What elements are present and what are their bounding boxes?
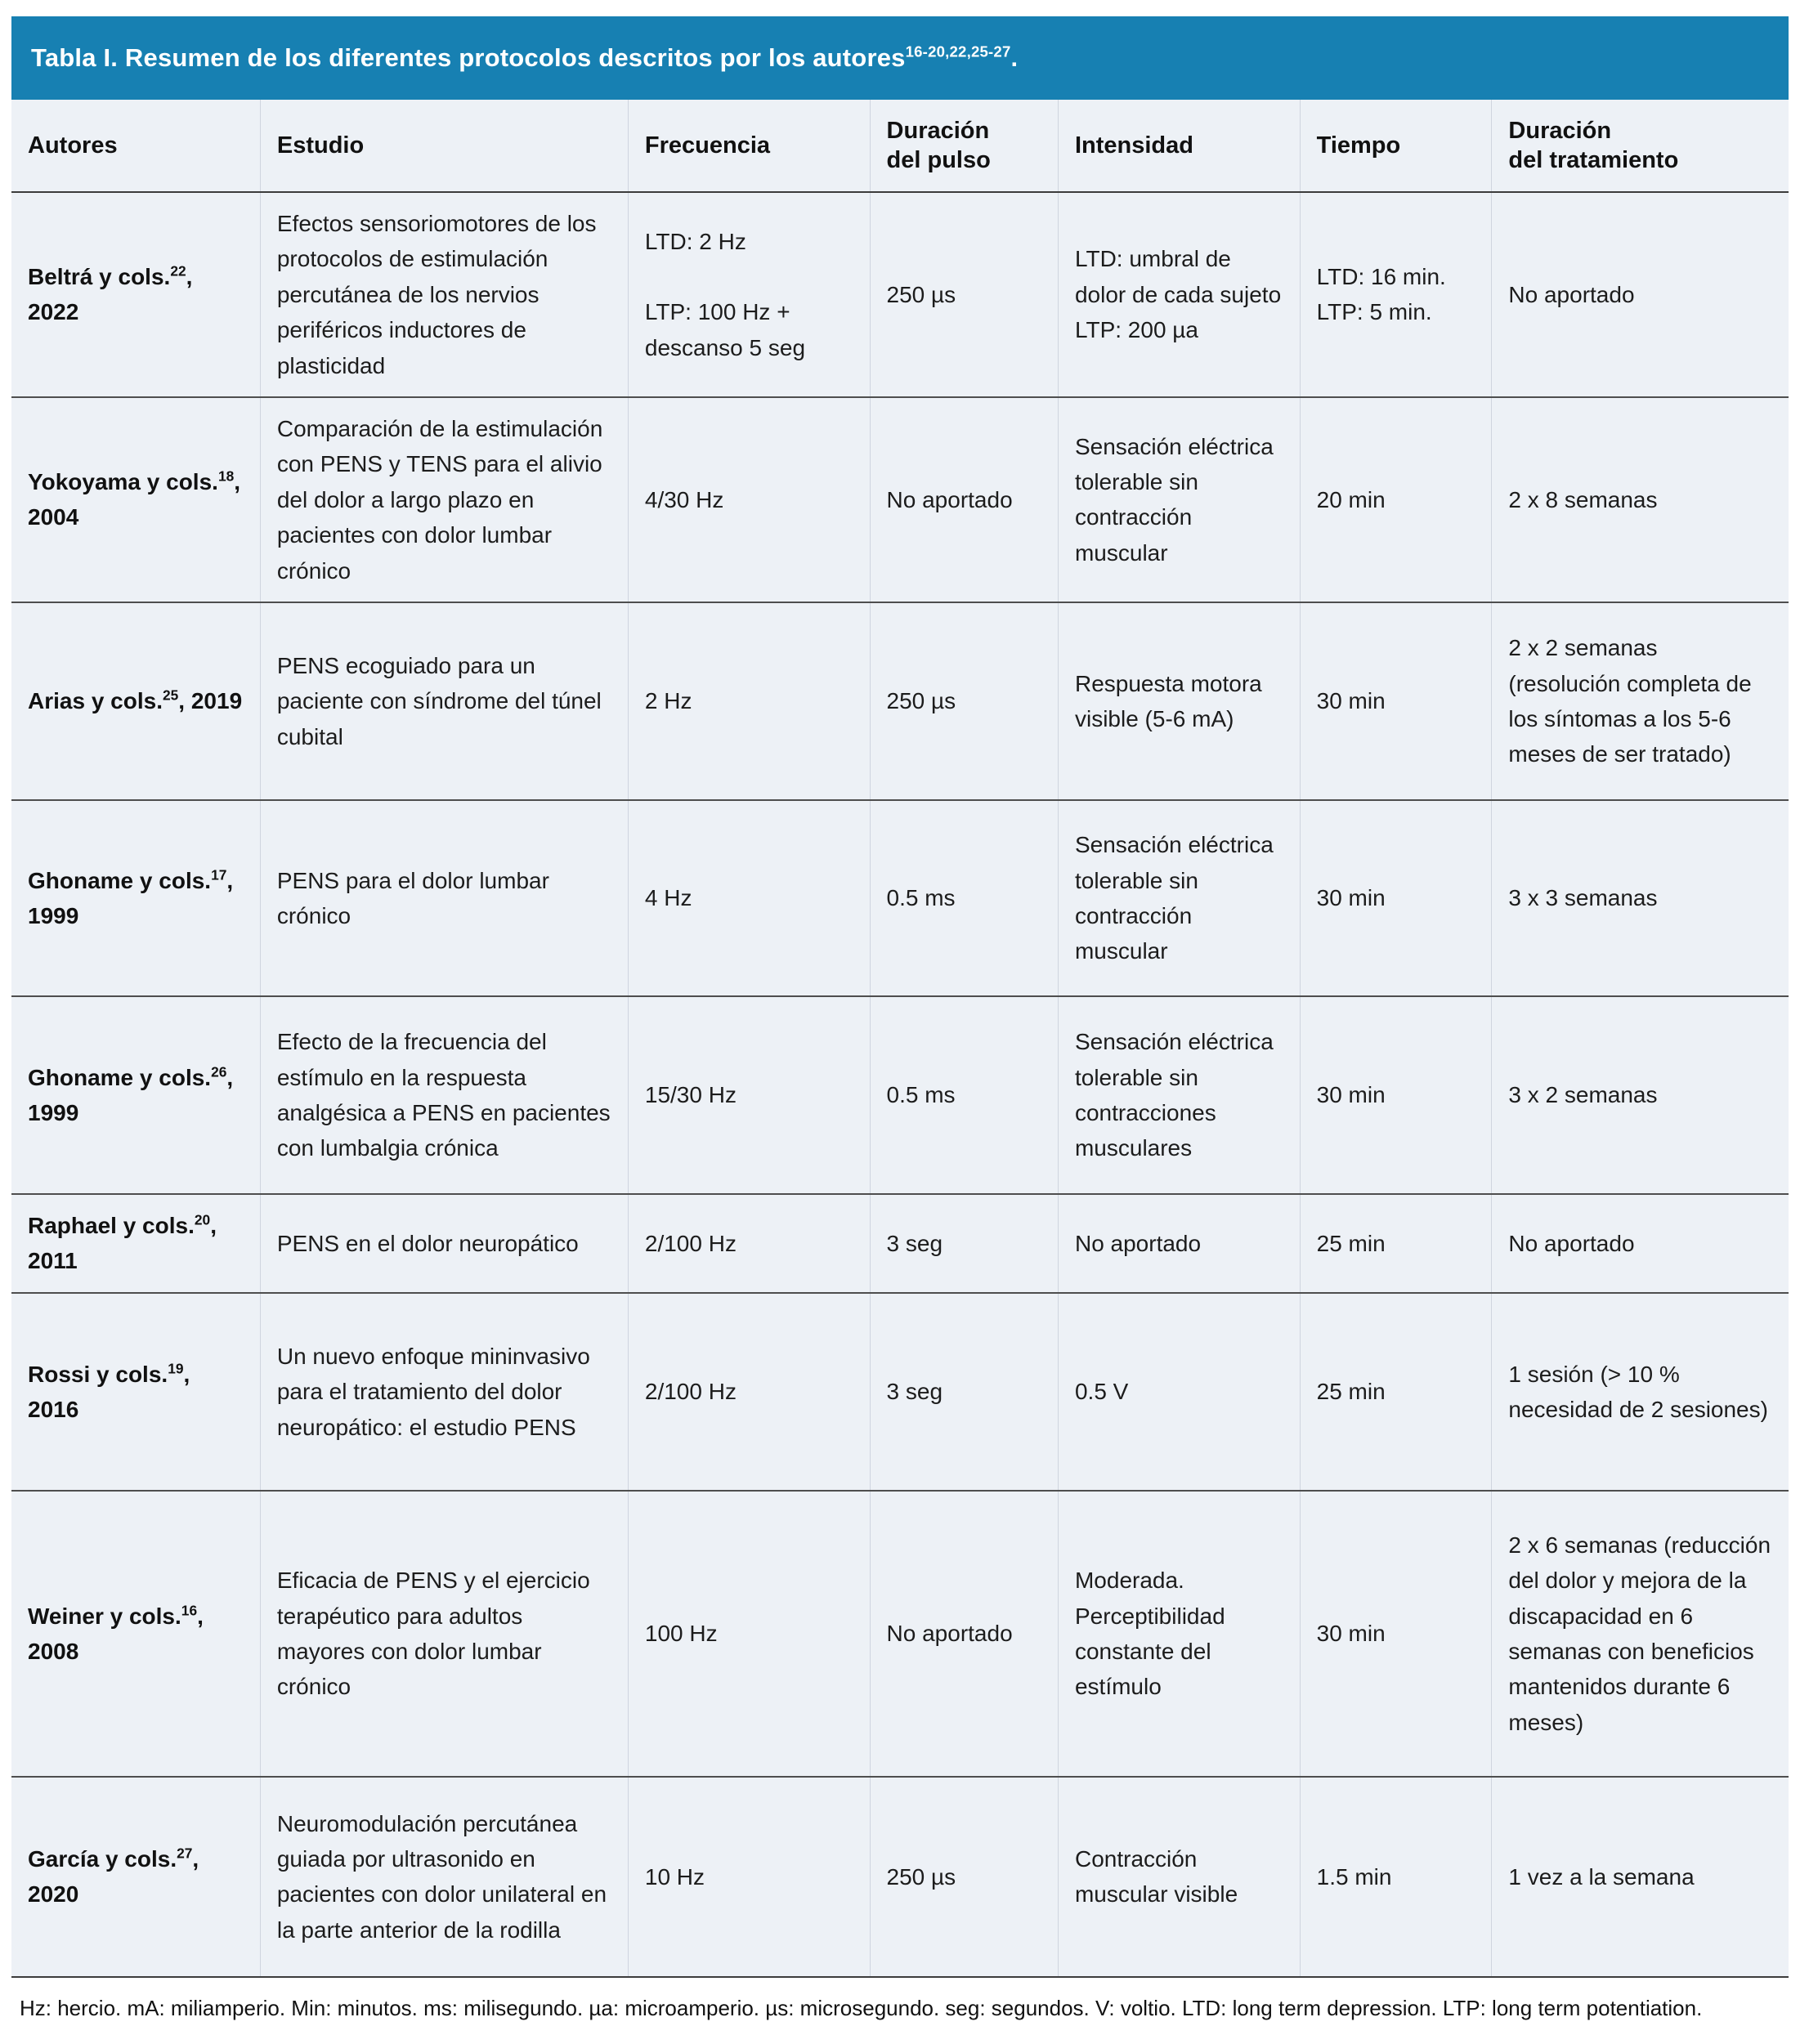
intensidad-cell: Sensación eléctrica tolerable sin contra… xyxy=(1057,396,1301,602)
table-title-bar: Tabla I. Resumen de los diferentes proto… xyxy=(11,16,1789,100)
intensidad-cell: No aportado xyxy=(1057,1193,1301,1293)
estudio-cell: Eficacia de PENS y el ejercicio terapéut… xyxy=(259,1490,629,1777)
frecuencia-cell: 2/100 Hz xyxy=(627,1292,871,1491)
frecuencia-cell: LTD: 2 Hz LTP: 100 Hz + descanso 5 seg xyxy=(627,192,871,397)
table-header: Autores Estudio Frecuencia Duración del … xyxy=(11,100,1789,192)
table-row: Rossi y cols.19, 2016 Un nuevo enfoque mi… xyxy=(11,1292,1789,1491)
tiempo-cell: 20 min xyxy=(1299,396,1492,602)
duracion-tratamiento-cell: 2 x 6 semanas (reducción del dolor y mej… xyxy=(1491,1490,1789,1777)
estudio-cell: PENS ecoguiado para un paciente con sínd… xyxy=(259,602,629,800)
duracion-pulso-cell: 250 µs xyxy=(869,192,1059,397)
header-row: Autores Estudio Frecuencia Duración del … xyxy=(11,100,1789,192)
table-title-text: Tabla I. Resumen de los diferentes proto… xyxy=(31,43,906,72)
frecuencia-cell: 15/30 Hz xyxy=(627,995,871,1194)
author-reference-number: 27 xyxy=(177,1845,193,1862)
duracion-tratamiento-cell: 2 x 8 semanas xyxy=(1491,396,1789,602)
duracion-pulso-cell: No aportado xyxy=(869,396,1059,602)
estudio-cell: Efectos sensoriomotores de los protocolo… xyxy=(259,192,629,397)
author-cell: Rossi y cols.19, 2016 xyxy=(28,1360,190,1422)
header-estudio: Estudio xyxy=(259,100,629,192)
tiempo-cell: 30 min xyxy=(1299,995,1492,1194)
author-reference-number: 19 xyxy=(168,1360,184,1377)
tiempo-cell: 25 min xyxy=(1299,1193,1492,1293)
author-reference-number: 22 xyxy=(170,262,186,280)
author-cell: García y cols.27, 2020 xyxy=(28,1845,199,1908)
frecuencia-cell: 2 Hz xyxy=(627,602,871,800)
tiempo-cell: 1.5 min xyxy=(1299,1776,1492,1977)
header-duracion-pulso: Duración del pulso xyxy=(869,100,1059,192)
author-reference-number: 16 xyxy=(181,1602,198,1619)
intensidad-cell: Contracción muscular visible xyxy=(1057,1776,1301,1977)
header-autores: Autores xyxy=(28,132,118,159)
estudio-cell: PENS para el dolor lumbar crónico xyxy=(259,799,629,996)
estudio-cell: Neuromodulación percutánea guiada por ul… xyxy=(259,1776,629,1977)
table-row: Beltrá y cols.22, 2022 Efectos sensoriomo… xyxy=(11,192,1789,397)
table-row: Raphael y cols.20, 2011 PENS en el dolor … xyxy=(11,1193,1789,1293)
duracion-pulso-cell: No aportado xyxy=(869,1490,1059,1777)
duracion-tratamiento-cell: No aportado xyxy=(1491,1193,1789,1293)
protocols-table: Autores Estudio Frecuencia Duración del … xyxy=(11,100,1789,1978)
table-row: Arias y cols.25, 2019 PENS ecoguiado para… xyxy=(11,602,1789,800)
header-intensidad: Intensidad xyxy=(1057,100,1301,192)
frecuencia-cell: 2/100 Hz xyxy=(627,1193,871,1293)
frecuencia-cell: 4/30 Hz xyxy=(627,396,871,602)
duracion-tratamiento-cell: 3 x 3 semanas xyxy=(1491,799,1789,996)
duracion-tratamiento-cell: 2 x 2 semanas (resolución completa de lo… xyxy=(1491,602,1789,800)
header-tiempo: Tiempo xyxy=(1299,100,1492,192)
tiempo-cell: 25 min xyxy=(1299,1292,1492,1491)
tiempo-cell: LTD: 16 min. LTP: 5 min. xyxy=(1299,192,1492,397)
duracion-tratamiento-cell: 1 sesión (> 10 % necesidad de 2 sesiones… xyxy=(1491,1292,1789,1491)
duracion-pulso-cell: 250 µs xyxy=(869,602,1059,800)
table-row: Weiner y cols.16, 2008 Eficacia de PENS y… xyxy=(11,1490,1789,1777)
author-cell: Arias y cols.25, 2019 xyxy=(28,687,243,714)
table-row: Ghoname y cols.17, 1999 PENS para el dolo… xyxy=(11,799,1789,996)
duracion-pulso-cell: 0.5 ms xyxy=(869,799,1059,996)
author-cell: Ghoname y cols.17, 1999 xyxy=(28,866,234,928)
duracion-tratamiento-cell: No aportado xyxy=(1491,192,1789,397)
author-reference-number: 18 xyxy=(217,467,235,485)
author-reference-number: 25 xyxy=(162,687,179,704)
estudio-cell: Efecto de la frecuencia del estímulo en … xyxy=(259,995,629,1194)
table-row: García y cols.27, 2020 Neuromodulación pe… xyxy=(11,1776,1789,1977)
tiempo-cell: 30 min xyxy=(1299,1490,1492,1777)
table-body: Beltrá y cols.22, 2022 Efectos sensoriomo… xyxy=(11,192,1789,1977)
abbreviations-footnote: Hz: hercio. mA: miliamperio. Min: minuto… xyxy=(20,1995,1703,2020)
duracion-tratamiento-cell: 1 vez a la semana xyxy=(1491,1776,1789,1977)
author-reference-number: 20 xyxy=(194,1211,211,1228)
duracion-pulso-cell: 3 seg xyxy=(869,1193,1059,1293)
estudio-cell: Un nuevo enfoque mininvasivo para el tra… xyxy=(259,1292,629,1491)
table-title-suffix: . xyxy=(1010,43,1019,72)
table-row: Yokoyama y cols.18, 2004 Comparación de l… xyxy=(11,396,1789,602)
author-cell: Ghoname y cols.26, 1999 xyxy=(28,1063,234,1125)
intensidad-cell: Respuesta motora visible (5-6 mA) xyxy=(1057,602,1301,800)
duracion-tratamiento-cell: 3 x 2 semanas xyxy=(1491,995,1789,1194)
author-cell: Beltrá y cols.22, 2022 xyxy=(28,262,193,325)
author-cell: Raphael y cols.20, 2011 xyxy=(28,1211,217,1274)
header-frecuencia: Frecuencia xyxy=(627,100,871,192)
title-reference-numbers: 16-20,22,25-27 xyxy=(905,42,1011,60)
duracion-pulso-cell: 250 µs xyxy=(869,1776,1059,1977)
duracion-pulso-cell: 0.5 ms xyxy=(869,995,1059,1194)
intensidad-cell: 0.5 V xyxy=(1057,1292,1301,1491)
intensidad-cell: LTD: umbral de dolor de cada sujeto LTP:… xyxy=(1057,192,1301,397)
table-title: Tabla I. Resumen de los diferentes proto… xyxy=(31,43,1018,73)
frecuencia-cell: 4 Hz xyxy=(627,799,871,996)
frecuencia-cell: 100 Hz xyxy=(627,1490,871,1777)
tiempo-cell: 30 min xyxy=(1299,602,1492,800)
intensidad-cell: Sensación eléctrica tolerable sin contra… xyxy=(1057,799,1301,996)
intensidad-cell: Sensación eléctrica tolerable sin contra… xyxy=(1057,995,1301,1194)
tiempo-cell: 30 min xyxy=(1299,799,1492,996)
intensidad-cell: Moderada. Perceptibilidad constante del … xyxy=(1057,1490,1301,1777)
author-cell: Weiner y cols.16, 2008 xyxy=(28,1602,204,1664)
frecuencia-cell: 10 Hz xyxy=(627,1776,871,1977)
estudio-cell: PENS en el dolor neuropático xyxy=(259,1193,629,1293)
author-cell: Yokoyama y cols.18, 2004 xyxy=(28,467,241,530)
header-duracion-tratamiento: Duración del tratamiento xyxy=(1491,100,1789,192)
author-reference-number: 17 xyxy=(211,866,227,883)
estudio-cell: Comparación de la estimulación con PENS … xyxy=(259,396,629,602)
table-row: Ghoname y cols.26, 1999 Efecto de la frec… xyxy=(11,995,1789,1194)
duracion-pulso-cell: 3 seg xyxy=(869,1292,1059,1491)
author-reference-number: 26 xyxy=(211,1063,227,1080)
